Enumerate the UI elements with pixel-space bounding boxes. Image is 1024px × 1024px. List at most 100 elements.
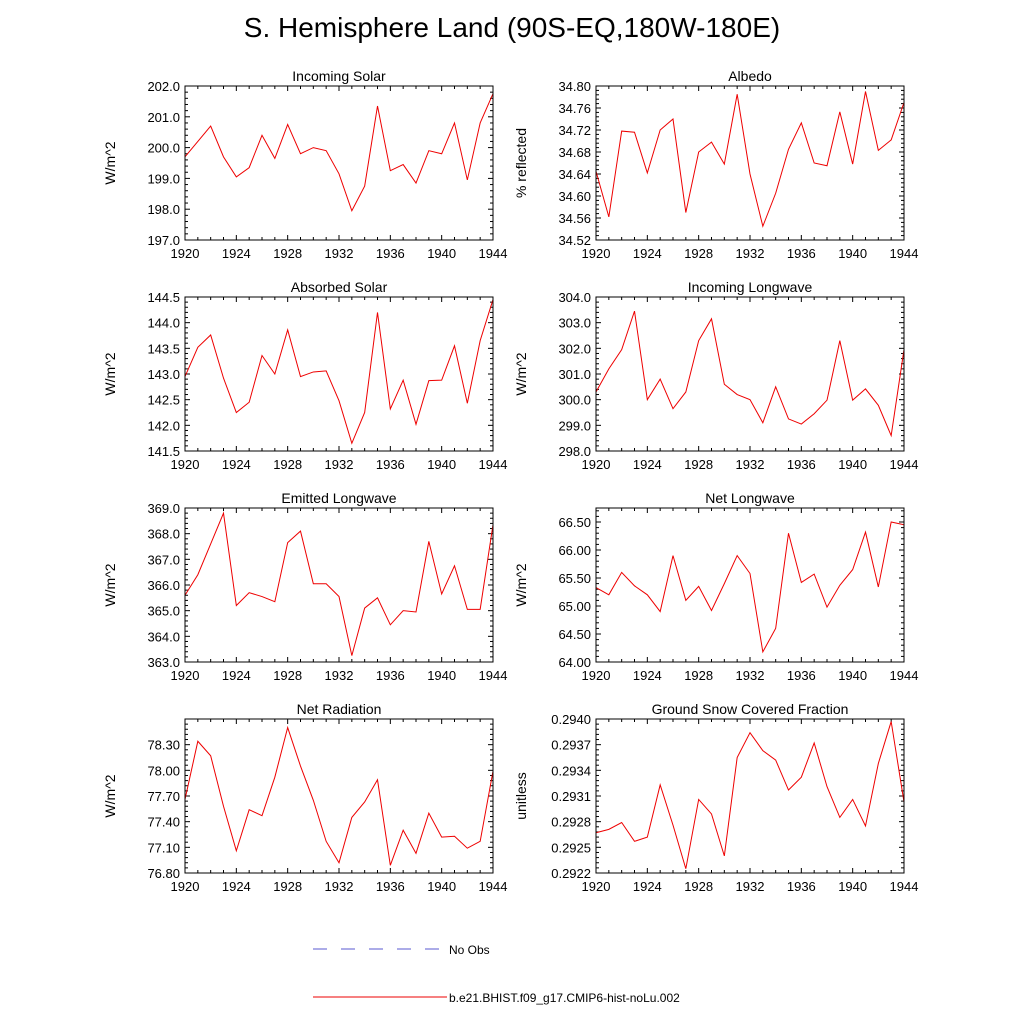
y-tick-label: 76.80 xyxy=(147,866,180,881)
y-tick-label: 302.0 xyxy=(558,341,591,356)
x-tick-label: 1940 xyxy=(838,457,867,472)
series-line xyxy=(184,93,494,212)
series-line xyxy=(184,725,494,866)
chart-panel: Albedo % reflected 1920 1924 1928 1932 1936 194… xyxy=(513,68,918,261)
y-axis-label: W/m^2 xyxy=(102,141,118,184)
y-tick-label: 368.0 xyxy=(147,527,180,542)
panel-title: Incoming Solar xyxy=(292,68,386,84)
x-tick-label: 1920 xyxy=(171,246,200,261)
panel-title: Net Longwave xyxy=(705,490,795,506)
y-tick-label: 34.72 xyxy=(558,123,591,138)
y-tick-label: 66.00 xyxy=(558,543,591,558)
y-tick-label: 0.2925 xyxy=(551,840,591,855)
y-tick-label: 0.2934 xyxy=(551,763,591,778)
y-tick-label: 364.0 xyxy=(147,629,180,644)
y-tick-label: 201.0 xyxy=(147,110,180,125)
y-tick-label: 197.0 xyxy=(147,233,180,248)
y-tick-label: 299.0 xyxy=(558,418,591,433)
y-tick-label: 34.52 xyxy=(558,233,591,248)
x-tick-label: 1940 xyxy=(838,668,867,683)
x-tick-label: 1924 xyxy=(222,246,251,261)
y-tick-label: 65.50 xyxy=(558,571,591,586)
y-tick-label: 142.5 xyxy=(147,393,180,408)
x-tick-label: 1932 xyxy=(736,457,765,472)
y-tick-label: 144.5 xyxy=(147,290,180,305)
x-tick-label: 1928 xyxy=(273,879,302,894)
x-tick-label: 1940 xyxy=(427,879,456,894)
x-tick-label: 1928 xyxy=(273,457,302,472)
y-tick-label: 64.50 xyxy=(558,627,591,642)
y-tick-label: 301.0 xyxy=(558,367,591,382)
chart-panel: Net Longwave W/m^2 1920 1924 1928 1932 1936 194… xyxy=(513,490,918,683)
x-tick-label: 1944 xyxy=(479,879,508,894)
x-tick-label: 1944 xyxy=(890,668,919,683)
x-tick-label: 1924 xyxy=(222,879,251,894)
y-axis-label: unitless xyxy=(513,772,529,819)
x-tick-label: 1920 xyxy=(582,246,611,261)
series-line xyxy=(595,521,905,654)
y-tick-label: 198.0 xyxy=(147,202,180,217)
x-tick-label: 1940 xyxy=(427,246,456,261)
y-axis-label: W/m^2 xyxy=(513,352,529,395)
x-tick-label: 1924 xyxy=(633,246,662,261)
plot-frame xyxy=(595,507,905,663)
panel-title: Incoming Longwave xyxy=(688,279,813,295)
plot-frame xyxy=(184,507,494,663)
x-tick-label: 1944 xyxy=(479,246,508,261)
y-axis-label: W/m^2 xyxy=(102,563,118,606)
y-tick-label: 0.2928 xyxy=(551,815,591,830)
y-tick-label: 143.0 xyxy=(147,367,180,382)
x-tick-label: 1944 xyxy=(479,668,508,683)
x-tick-label: 1940 xyxy=(427,668,456,683)
plot-frame xyxy=(595,85,905,241)
y-axis-label: W/m^2 xyxy=(102,352,118,395)
panel-title: Net Radiation xyxy=(297,701,382,717)
y-tick-label: 303.0 xyxy=(558,316,591,331)
x-tick-label: 1924 xyxy=(633,879,662,894)
y-tick-label: 141.5 xyxy=(147,444,180,459)
y-tick-label: 77.10 xyxy=(147,840,180,855)
chart-panel: Absorbed Solar W/m^2 1920 1924 1928 1932 1936 1… xyxy=(102,279,507,472)
y-tick-label: 200.0 xyxy=(147,141,180,156)
x-tick-label: 1936 xyxy=(376,879,405,894)
panel-title: Absorbed Solar xyxy=(291,279,388,295)
panel-title: Emitted Longwave xyxy=(281,490,396,506)
x-tick-label: 1928 xyxy=(684,668,713,683)
x-tick-label: 1944 xyxy=(890,457,919,472)
x-tick-label: 1936 xyxy=(376,457,405,472)
x-tick-label: 1924 xyxy=(633,457,662,472)
y-tick-label: 34.56 xyxy=(558,211,591,226)
x-tick-label: 1932 xyxy=(736,668,765,683)
series-line xyxy=(184,299,494,445)
x-tick-label: 1936 xyxy=(787,879,816,894)
y-tick-label: 34.76 xyxy=(558,101,591,116)
plot-frame xyxy=(595,718,905,874)
x-tick-label: 1940 xyxy=(838,246,867,261)
y-tick-label: 365.0 xyxy=(147,604,180,619)
plot-frame xyxy=(184,85,494,241)
x-tick-label: 1932 xyxy=(736,879,765,894)
x-tick-label: 1924 xyxy=(222,668,251,683)
chart-panel: Ground Snow Covered Fraction unitless 1920… xyxy=(513,701,918,894)
x-tick-label: 1920 xyxy=(582,668,611,683)
x-tick-label: 1936 xyxy=(787,668,816,683)
y-tick-label: 300.0 xyxy=(558,393,591,408)
y-tick-label: 64.00 xyxy=(558,655,591,670)
panel-title: Albedo xyxy=(728,68,772,84)
y-tick-label: 34.80 xyxy=(558,79,591,94)
y-tick-label: 143.5 xyxy=(147,341,180,356)
y-tick-label: 144.0 xyxy=(147,316,180,331)
chart-panel: Incoming Longwave W/m^2 1920 1924 1928 1932 19… xyxy=(513,279,918,472)
x-tick-label: 1920 xyxy=(171,668,200,683)
x-tick-label: 1940 xyxy=(838,879,867,894)
legend-label-model: b.e21.BHIST.f09_g17.CMIP6-hist-noLu.002 xyxy=(449,991,680,1005)
figure-title: S. Hemisphere Land (90S-EQ,180W-180E) xyxy=(243,12,781,43)
y-tick-label: 199.0 xyxy=(147,171,180,186)
x-tick-label: 1944 xyxy=(479,457,508,472)
y-axis-label: W/m^2 xyxy=(513,563,529,606)
chart-panel: Emitted Longwave W/m^2 1920 1924 1928 1932 193… xyxy=(102,490,507,683)
y-tick-label: 78.00 xyxy=(147,763,180,778)
x-tick-label: 1920 xyxy=(171,879,200,894)
x-tick-label: 1936 xyxy=(787,246,816,261)
panel-title: Ground Snow Covered Fraction xyxy=(652,701,849,717)
